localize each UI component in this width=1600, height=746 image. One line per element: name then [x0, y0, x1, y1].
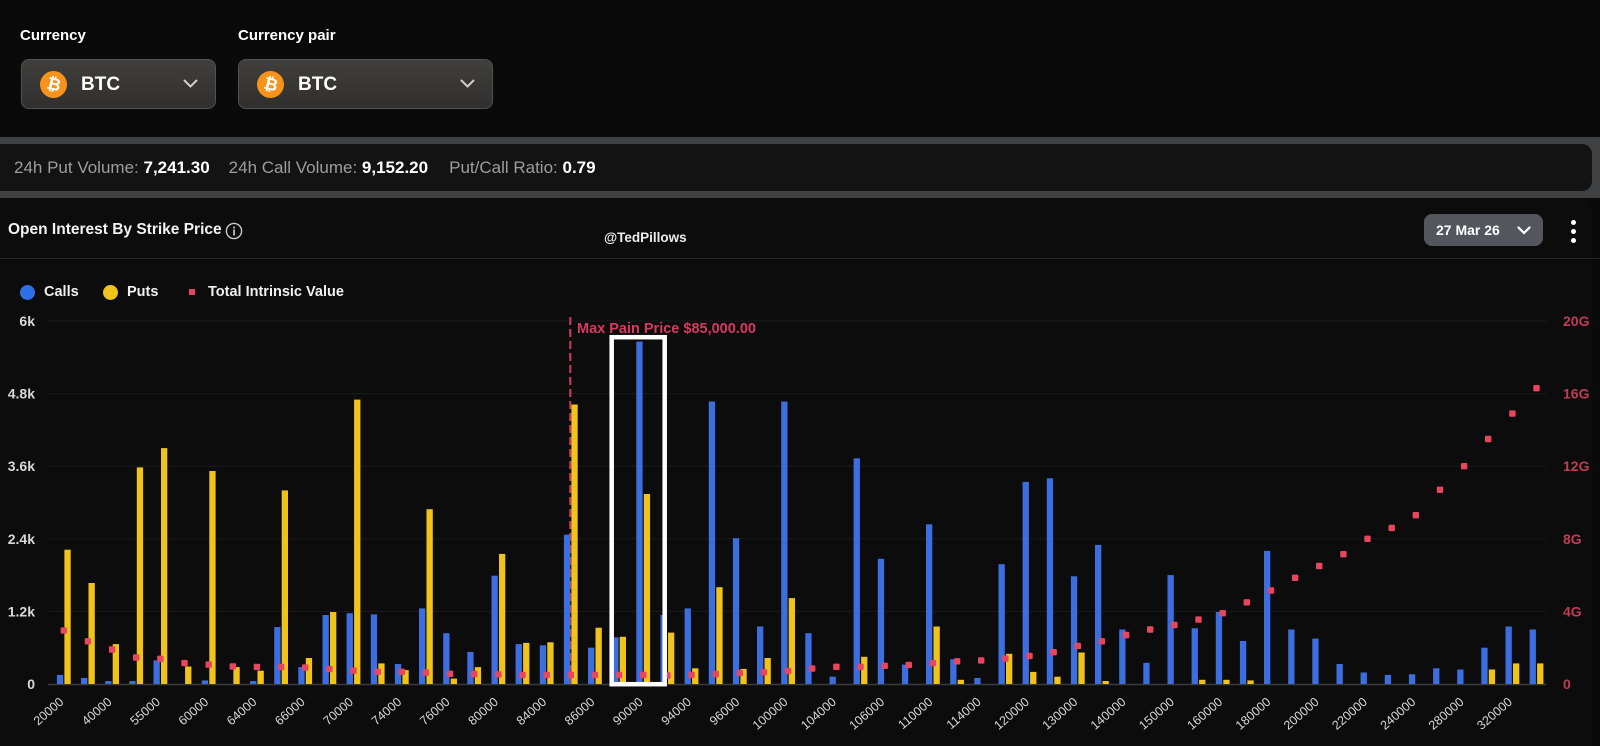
svg-text:220000: 220000	[1329, 695, 1370, 733]
svg-text:114000: 114000	[944, 695, 984, 732]
svg-text:320000: 320000	[1474, 695, 1515, 733]
svg-text:1.2k: 1.2k	[8, 603, 35, 619]
svg-text:0: 0	[27, 676, 35, 692]
svg-text:4G: 4G	[1563, 603, 1582, 619]
svg-text:20G: 20G	[1563, 313, 1590, 329]
svg-text:0: 0	[1563, 676, 1571, 692]
svg-text:16G: 16G	[1563, 386, 1590, 402]
svg-text:84000: 84000	[514, 695, 549, 728]
svg-text:3.6k: 3.6k	[8, 458, 35, 474]
svg-text:Max Pain Price $85,000.00: Max Pain Price $85,000.00	[577, 321, 756, 337]
svg-text:55000: 55000	[128, 695, 163, 728]
svg-text:64000: 64000	[224, 695, 259, 728]
svg-text:86000: 86000	[562, 695, 597, 728]
svg-text:140000: 140000	[1088, 695, 1129, 733]
svg-text:106000: 106000	[847, 695, 888, 733]
svg-text:2.4k: 2.4k	[8, 531, 35, 547]
svg-text:150000: 150000	[1136, 695, 1177, 733]
svg-text:130000: 130000	[1040, 695, 1081, 733]
svg-text:40000: 40000	[79, 695, 114, 728]
svg-text:160000: 160000	[1185, 695, 1226, 733]
svg-text:76000: 76000	[417, 695, 452, 728]
svg-text:100000: 100000	[750, 695, 791, 733]
svg-text:8G: 8G	[1563, 531, 1582, 547]
svg-text:74000: 74000	[369, 695, 404, 728]
svg-text:66000: 66000	[272, 695, 307, 728]
svg-text:70000: 70000	[321, 695, 356, 728]
svg-text:4.8k: 4.8k	[8, 386, 35, 402]
svg-text:180000: 180000	[1233, 695, 1274, 733]
svg-text:20000: 20000	[31, 695, 66, 728]
svg-text:94000: 94000	[659, 695, 694, 728]
svg-text:110000: 110000	[895, 695, 935, 732]
svg-text:200000: 200000	[1281, 695, 1322, 733]
svg-text:80000: 80000	[466, 695, 501, 728]
svg-text:6k: 6k	[19, 313, 35, 329]
svg-text:90000: 90000	[610, 695, 645, 728]
svg-text:96000: 96000	[707, 695, 742, 728]
svg-text:120000: 120000	[991, 695, 1032, 733]
svg-text:12G: 12G	[1563, 458, 1590, 474]
svg-text:280000: 280000	[1426, 695, 1467, 733]
svg-text:60000: 60000	[176, 695, 211, 728]
svg-text:104000: 104000	[798, 695, 839, 733]
svg-text:240000: 240000	[1378, 695, 1419, 733]
